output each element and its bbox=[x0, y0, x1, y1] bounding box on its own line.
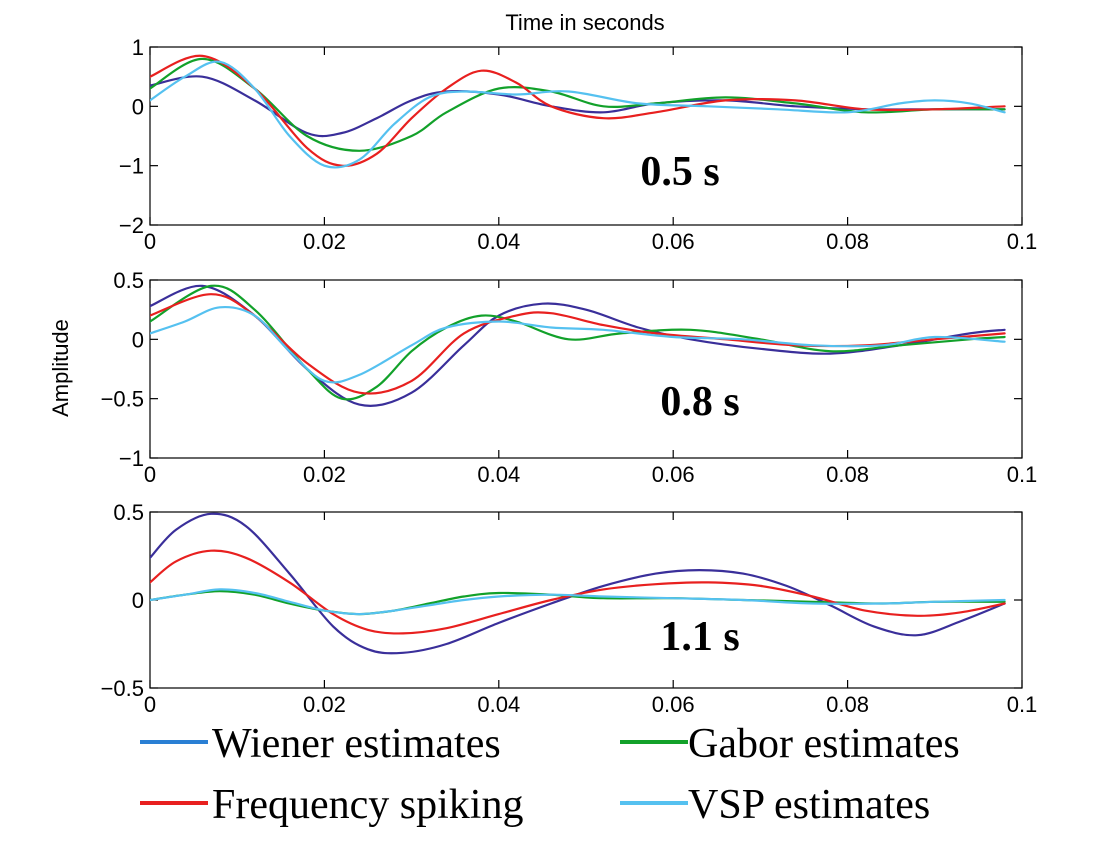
y-tick-label: 1 bbox=[132, 35, 144, 60]
x-tick-label: 0.08 bbox=[826, 229, 869, 254]
x-tick-label: 0 bbox=[144, 229, 156, 254]
legend-entry-wiener[interactable]: Wiener estimates bbox=[140, 721, 501, 767]
x-tick-label: 0.04 bbox=[477, 229, 520, 254]
x-tick-label: 0.06 bbox=[652, 462, 695, 487]
x-tick-label: 0.02 bbox=[303, 229, 346, 254]
x-tick-label: 0.08 bbox=[826, 462, 869, 487]
y-tick-label: 0.5 bbox=[113, 500, 144, 525]
x-tick-label: 0.06 bbox=[652, 229, 695, 254]
legend-entry-frequency-spiking[interactable]: Frequency spiking bbox=[140, 782, 523, 828]
series-group bbox=[150, 284, 1006, 407]
x-tick-label: 0.1 bbox=[1007, 692, 1038, 717]
x-tick-label: 0.02 bbox=[303, 462, 346, 487]
series-line-frequency-spiking bbox=[150, 54, 1006, 167]
y-axis-label: Amplitude bbox=[48, 319, 73, 417]
time-annotation: 1.1 s bbox=[660, 614, 739, 660]
series-line-frequency-spiking bbox=[150, 549, 1006, 635]
series-group bbox=[150, 54, 1006, 169]
x-tick-label: 0.08 bbox=[826, 692, 869, 717]
legend-label-vsp: VSP estimates bbox=[688, 782, 930, 828]
plot-frame bbox=[149, 279, 1023, 459]
series-line-wiener-estimates bbox=[150, 512, 1006, 655]
x-tick-label: 0 bbox=[144, 692, 156, 717]
subplot-0.8s: 0 0.02 0.04 0.06 0.08 0.1 −1 −0.5 0 0.5 0.8 s bbox=[101, 268, 1038, 487]
legend-entry-gabor[interactable]: Gabor estimates bbox=[620, 721, 960, 767]
subplot-1.1s: 0 0.02 0.04 0.06 0.08 0.1−0.500.51.1 s bbox=[101, 500, 1038, 717]
y-tick-label: −0.5 bbox=[101, 387, 144, 412]
legend: Wiener estimates Gabor estimates Frequen… bbox=[140, 721, 960, 828]
series-line-gabor-estimates bbox=[150, 590, 1006, 616]
y-tick-label: −1 bbox=[119, 154, 144, 179]
time-annotation: 0.8 s bbox=[660, 379, 739, 425]
y-tick-label: −1 bbox=[119, 446, 144, 471]
x-tick-label: 0.1 bbox=[1007, 229, 1038, 254]
y-tick-label: 0 bbox=[132, 327, 144, 352]
series-line-vsp-estimates bbox=[150, 60, 1006, 169]
y-tick-label: −2 bbox=[119, 213, 144, 238]
x-tick-label: 0.02 bbox=[303, 692, 346, 717]
subplot-0.5s: 0 0.02 0.04 0.06 0.08 0.1 −2 −1 0 1 0.5 s bbox=[119, 35, 1037, 254]
legend-entry-vsp[interactable]: VSP estimates bbox=[620, 782, 930, 828]
x-tick-label: 0 bbox=[144, 462, 156, 487]
top-title: Time in seconds bbox=[505, 10, 664, 35]
legend-label-gabor: Gabor estimates bbox=[688, 721, 960, 767]
series-line-gabor-estimates bbox=[150, 57, 1006, 152]
legend-label-frequency-spiking: Frequency spiking bbox=[212, 782, 523, 828]
series-line-vsp-estimates bbox=[150, 305, 1006, 384]
x-tick-label: 0.06 bbox=[652, 692, 695, 717]
y-tick-label: −0.5 bbox=[101, 676, 144, 701]
y-tick-label: 0 bbox=[132, 588, 144, 613]
x-tick-label: 0.1 bbox=[1007, 462, 1038, 487]
y-tick-label: 0.5 bbox=[113, 268, 144, 293]
x-tick-label: 0.04 bbox=[477, 692, 520, 717]
series-group bbox=[150, 512, 1006, 655]
time-annotation: 0.5 s bbox=[640, 149, 719, 195]
y-tick-label: 0 bbox=[132, 94, 144, 119]
legend-label-wiener: Wiener estimates bbox=[212, 721, 501, 767]
series-line-vsp-estimates bbox=[150, 588, 1006, 616]
plot-frame bbox=[149, 46, 1023, 226]
x-tick-label: 0.04 bbox=[477, 462, 520, 487]
